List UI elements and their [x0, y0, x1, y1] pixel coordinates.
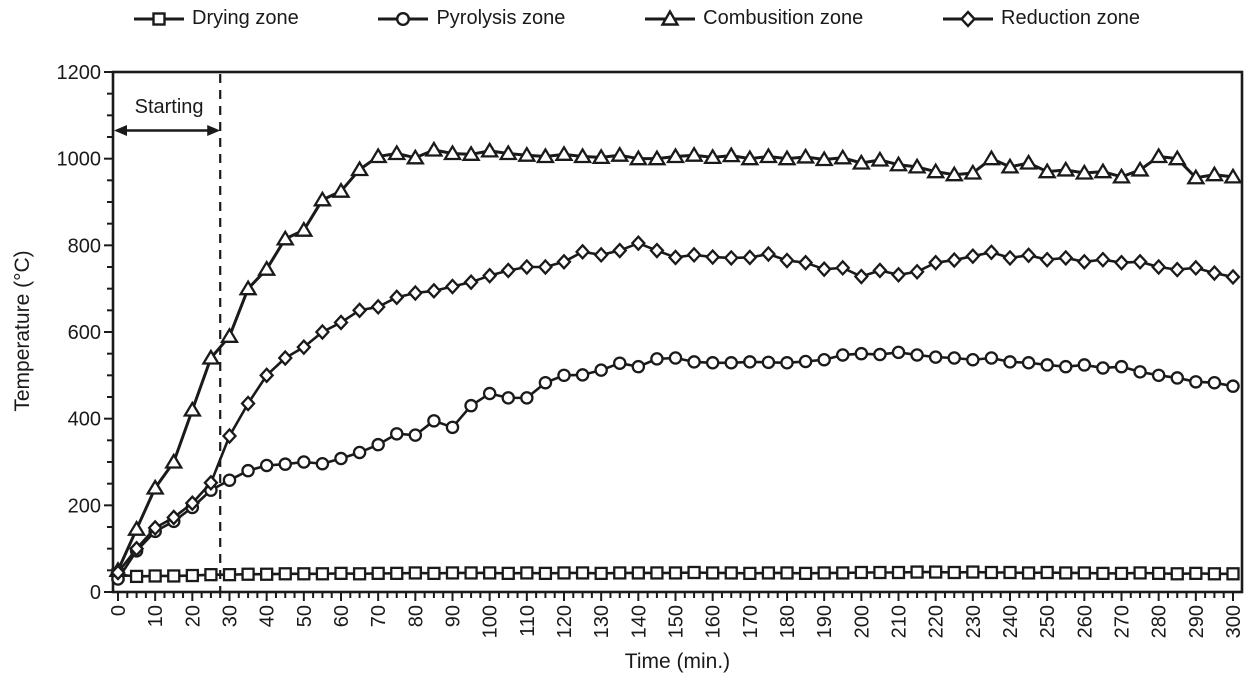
x-tick-label: 180 — [777, 605, 799, 638]
y-tick-label: 600 — [68, 322, 101, 344]
x-tick-label: 160 — [703, 605, 725, 638]
x-tick-label: 110 — [517, 605, 539, 637]
x-tick-label: 190 — [814, 605, 836, 638]
x-tick-label: 280 — [1149, 605, 1171, 638]
x-tick-label: 250 — [1037, 605, 1059, 638]
x-tick-label: 210 — [889, 605, 911, 638]
x-tick-label: 0 — [108, 605, 130, 616]
legend-item-combusition-zone: Combusition zone — [644, 7, 863, 30]
y-tick-label: 800 — [68, 235, 101, 257]
legend-label-pyrolysis: Pyrolysis zone — [436, 7, 566, 29]
legend-item-drying-zone: Drying zone — [133, 7, 299, 30]
x-tick-label: 230 — [963, 605, 985, 638]
series-reduction-zone — [110, 234, 1241, 581]
x-tick-label: 290 — [1186, 605, 1208, 638]
x-tick-label: 60 — [331, 605, 353, 627]
starting-label: Starting — [135, 96, 204, 118]
x-tick-label: 140 — [628, 605, 650, 638]
legend-item-reduction-zone: Reduction zone — [942, 7, 1140, 30]
legend-label-combusition: Combusition zone — [703, 7, 864, 29]
y-tick-label: 1000 — [57, 149, 102, 171]
triangle-marker-icon — [645, 8, 696, 26]
x-axis-title: Time (min.) — [624, 650, 731, 673]
y-axis-ticks: 0 200 400 600 800 1000 1200 — [57, 62, 113, 604]
x-tick-label: 30 — [220, 605, 242, 627]
x-tick-label: 10 — [145, 605, 167, 627]
chart-legend: Drying zone Pyrolysis zone Combusition z… — [133, 7, 1140, 30]
y-tick-label: 1200 — [57, 62, 102, 84]
x-tick-label: 240 — [1000, 605, 1022, 638]
y-axis-title: Temperature (°C) — [11, 250, 34, 412]
square-marker-icon — [134, 11, 184, 26]
x-tick-label: 90 — [443, 605, 465, 627]
x-tick-label: 100 — [480, 605, 502, 638]
circle-marker-icon — [378, 11, 429, 26]
x-tick-label: 260 — [1074, 605, 1096, 638]
x-tick-label: 270 — [1112, 605, 1134, 638]
x-tick-label: 300 — [1223, 605, 1245, 638]
x-tick-label: 220 — [926, 605, 948, 638]
series-pyrolysis-zone — [111, 345, 1240, 586]
x-tick-label: 70 — [368, 605, 390, 627]
series-combusition-zone — [108, 140, 1243, 577]
diamond-marker-icon — [943, 9, 993, 28]
legend-item-pyrolysis-zone: Pyrolysis zone — [377, 7, 565, 30]
x-tick-label: 150 — [666, 605, 688, 638]
y-tick-label: 200 — [68, 495, 101, 517]
series-drying-zone — [111, 565, 1240, 584]
x-tick-label: 200 — [851, 605, 873, 638]
legend-label-drying: Drying zone — [192, 7, 299, 29]
x-tick-label: 120 — [554, 605, 576, 638]
x-axis-ticks: 0 10 20 30 40 50 60 70 80 90 100 110 120 130 140 150 160… — [108, 592, 1245, 638]
x-tick-label: 20 — [182, 605, 204, 627]
x-tick-label: 40 — [257, 605, 279, 627]
legend-label-reduction: Reduction zone — [1001, 7, 1140, 29]
x-tick-label: 50 — [294, 605, 316, 627]
x-tick-label: 80 — [405, 605, 427, 627]
y-tick-label: 400 — [68, 409, 101, 431]
starting-annotation: Starting — [114, 74, 222, 592]
x-tick-label: 170 — [740, 605, 762, 638]
plot-frame — [111, 70, 1244, 594]
y-tick-label: 0 — [90, 582, 101, 604]
x-tick-label: 130 — [591, 605, 613, 638]
